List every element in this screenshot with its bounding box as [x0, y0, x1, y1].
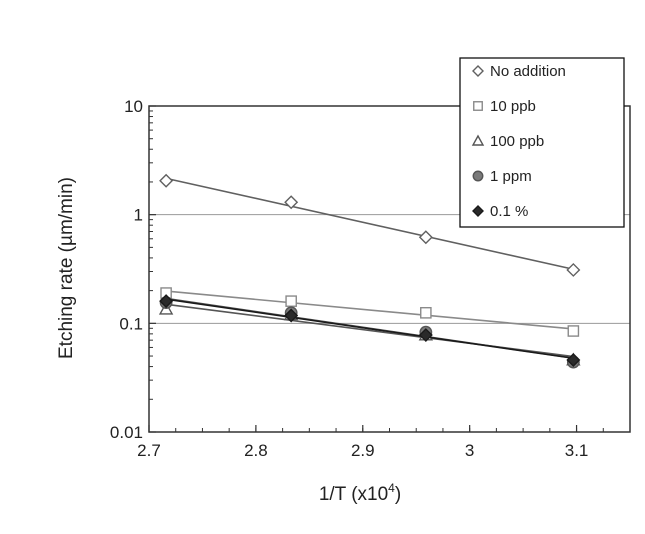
series-4	[159, 294, 581, 367]
x-axis-title-superscript: 4	[388, 481, 395, 495]
legend-item: 1 ppm	[472, 168, 532, 185]
data-point	[285, 295, 297, 307]
legend-marker	[473, 101, 483, 111]
legend-label: No addition	[490, 63, 566, 80]
series-layer	[158, 173, 581, 369]
x-tick-label: 2.9	[351, 441, 375, 460]
x-tick-label: 2.7	[137, 441, 161, 460]
series-1	[160, 287, 580, 337]
data-point	[566, 262, 581, 277]
fit-line	[166, 290, 574, 330]
legend-box	[459, 57, 625, 228]
x-tick-label: 3	[465, 441, 474, 460]
data-point	[159, 294, 174, 309]
legend-item: No addition	[472, 63, 566, 80]
y-tick-label: 1	[134, 206, 143, 225]
data-point	[420, 307, 432, 319]
y-tick-label: 10	[124, 97, 143, 116]
legend-label: 0.1 %	[490, 203, 528, 220]
y-tick-label: 0.1	[119, 314, 143, 333]
legend-item: 0.1 %	[472, 203, 528, 220]
legend-item: 10 ppb	[473, 98, 536, 115]
legend: No addition 10 ppb 100 ppb 1 ppm 0.1 %	[459, 57, 625, 228]
x-tick-label: 3.1	[565, 441, 589, 460]
fit-line	[165, 177, 574, 271]
series-2	[158, 301, 581, 366]
data-point	[284, 308, 299, 323]
data-point	[418, 328, 433, 343]
data-point	[284, 195, 299, 210]
data-point	[567, 325, 580, 337]
data-point	[159, 173, 174, 188]
legend-label: 1 ppm	[490, 168, 532, 185]
x-axis-title: 1/T (x104)	[319, 481, 401, 505]
legend-marker	[472, 65, 484, 77]
legend-label: 100 ppb	[490, 133, 544, 150]
x-tick-label: 2.8	[244, 441, 268, 460]
legend-label: 10 ppb	[490, 98, 536, 115]
legend-item: 100 ppb	[471, 133, 544, 150]
fit-line	[165, 298, 574, 360]
x-axis-title-suffix: )	[395, 484, 401, 505]
legend-marker	[472, 170, 484, 182]
data-point	[566, 352, 581, 367]
y-tick-label: 0.01	[110, 423, 143, 442]
series-0	[159, 173, 581, 277]
y-axis-title: Etching rate (µm/min)	[56, 177, 77, 359]
data-point	[418, 230, 433, 245]
axis-ticks: 2.7 2.8 2.9 3 3.1 0.01 0.1 1 10	[110, 97, 604, 460]
legend-marker	[471, 134, 485, 146]
legend-marker	[472, 205, 484, 217]
